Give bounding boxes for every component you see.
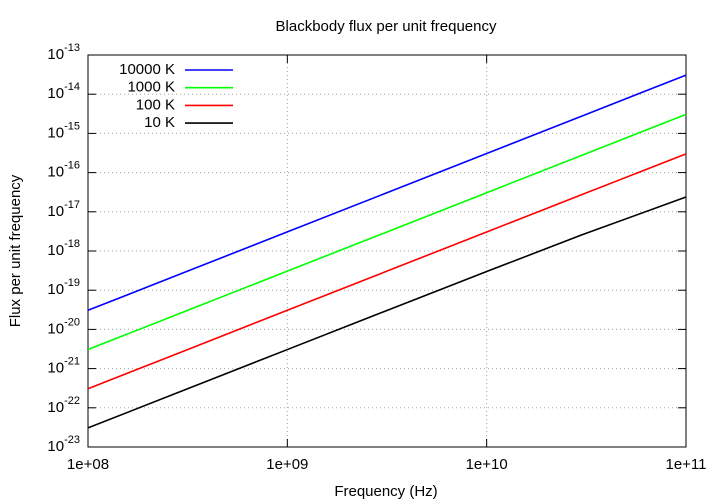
legend-label: 10000 K xyxy=(119,61,175,78)
y-tick-base: 10 xyxy=(47,360,64,377)
y-tick-label: 10-17 xyxy=(47,199,80,220)
y-tick-label: 10-16 xyxy=(47,160,80,181)
series-line xyxy=(87,113,687,351)
series-line xyxy=(87,74,687,312)
chart-title: Blackbody flux per unit frequency xyxy=(276,18,497,35)
y-tick-label: 10-15 xyxy=(47,120,80,141)
y-tick-base: 10 xyxy=(47,46,64,63)
x-tick-label: 1e+08 xyxy=(67,456,109,473)
legend-label: 100 K xyxy=(136,96,175,113)
y-tick-label: 10-20 xyxy=(47,316,80,337)
x-tick-label: 1e+11 xyxy=(665,456,706,473)
y-tick-base: 10 xyxy=(47,124,64,141)
x-tick-label: 1e+10 xyxy=(466,456,508,473)
y-tick-base: 10 xyxy=(47,281,64,298)
y-tick-base: 10 xyxy=(47,203,64,220)
y-tick-exponent: -15 xyxy=(64,120,80,132)
y-tick-base: 10 xyxy=(47,320,64,337)
legend-label: 1000 K xyxy=(127,79,175,96)
y-tick-exponent: -20 xyxy=(64,316,80,328)
x-axis-label: Frequency (Hz) xyxy=(334,483,437,500)
y-tick-exponent: -13 xyxy=(64,42,80,54)
y-tick-exponent: -16 xyxy=(64,160,80,172)
y-tick-label: 10-13 xyxy=(47,42,80,63)
y-tick-base: 10 xyxy=(47,438,64,455)
y-tick-base: 10 xyxy=(47,164,64,181)
y-tick-label: 10-14 xyxy=(47,81,80,102)
series-line xyxy=(87,153,687,390)
y-tick-exponent: -23 xyxy=(64,434,80,446)
y-tick-label: 10-21 xyxy=(47,356,80,377)
y-tick-base: 10 xyxy=(47,85,64,102)
y-tick-exponent: -19 xyxy=(64,277,80,289)
y-tick-label: 10-23 xyxy=(47,434,80,455)
y-tick-label: 10-19 xyxy=(47,277,80,298)
y-tick-exponent: -14 xyxy=(64,81,80,93)
y-tick-base: 10 xyxy=(47,242,64,259)
series-line xyxy=(87,196,687,429)
y-tick-label: 10-18 xyxy=(47,238,80,259)
y-tick-exponent: -18 xyxy=(64,238,80,250)
y-tick-label: 10-22 xyxy=(47,395,80,416)
y-tick-exponent: -17 xyxy=(64,199,80,211)
y-tick-exponent: -21 xyxy=(64,356,80,368)
y-tick-base: 10 xyxy=(47,399,64,416)
plot-frame xyxy=(87,54,687,448)
y-axis-label: Flux per unit frequency xyxy=(7,174,24,327)
y-tick-exponent: -22 xyxy=(64,395,80,407)
x-tick-label: 1e+09 xyxy=(266,456,308,473)
legend-label: 10 K xyxy=(144,114,175,131)
